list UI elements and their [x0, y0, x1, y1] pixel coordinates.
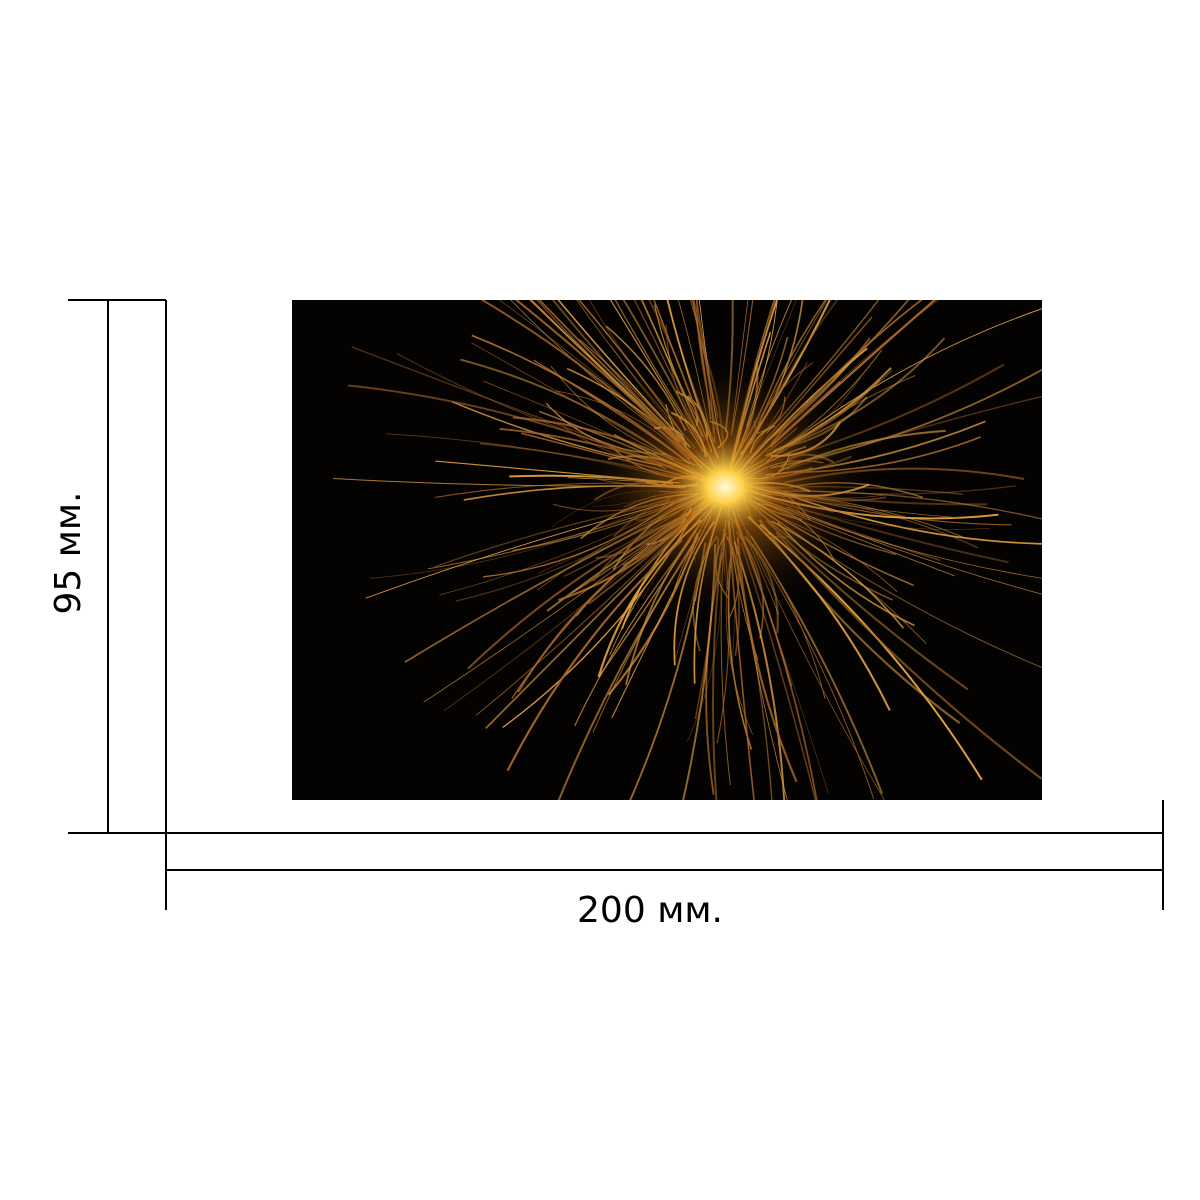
photo [292, 300, 1042, 800]
height-dimension: 95 мм. [48, 299, 167, 834]
width-label: 200 мм. [577, 890, 723, 931]
height-label: 95 мм. [48, 491, 89, 614]
width-dimension: 200 мм. [165, 800, 1164, 931]
sparkler-glow [575, 357, 875, 617]
